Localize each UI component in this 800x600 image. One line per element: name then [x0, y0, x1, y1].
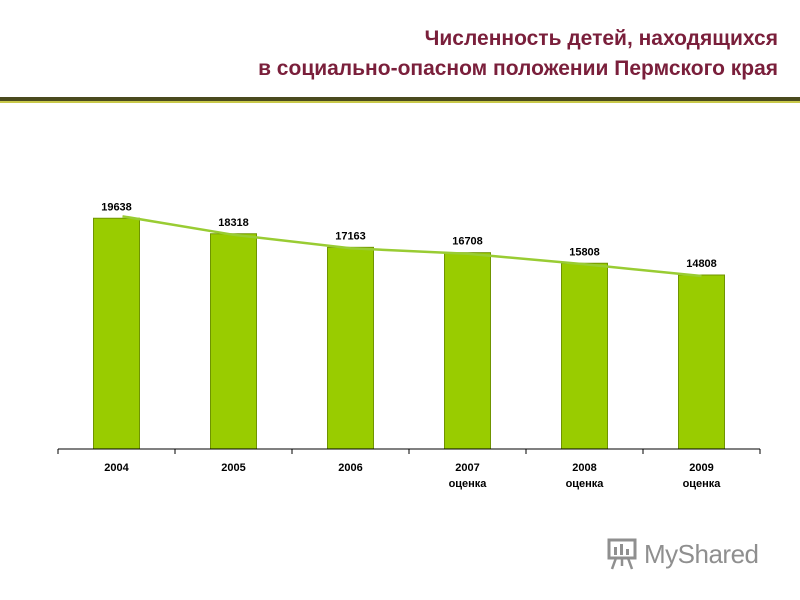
bar-2008: [561, 262, 608, 450]
trend-line: [122, 215, 702, 278]
category-label-2004: 2004: [104, 462, 129, 474]
data-labels: 19638 18318 17163 16708 15808 14808: [101, 201, 717, 270]
category-sublabel-2009: оценка: [683, 478, 722, 490]
watermark: MyShared: [606, 536, 759, 572]
data-label-2007: 16708: [452, 236, 483, 248]
presentation-board-icon: [607, 538, 637, 570]
data-label-2009: 14808: [686, 258, 717, 270]
category-label-2005: 2005: [221, 462, 245, 474]
watermark-text: MyShared: [644, 538, 759, 569]
bar-2006: [327, 246, 374, 450]
category-label-2008: 2008: [572, 462, 596, 474]
category-label-2007: 2007: [455, 462, 479, 474]
category-sublabel-2008: оценка: [566, 478, 605, 490]
category-label-2006: 2006: [338, 462, 362, 474]
chart-title: Численность детей, находящихся в социаль…: [78, 24, 778, 84]
header-rule-light: [0, 101, 800, 103]
bar-2007: [444, 252, 491, 450]
data-label-2005: 18318: [218, 217, 249, 229]
title-line-2: в социально-опасном положении Пермского …: [258, 57, 778, 80]
bar-2009: [678, 274, 725, 450]
bar-series: [93, 217, 725, 450]
title-line-1: Численность детей, находящихся: [424, 27, 778, 50]
data-label-2006: 17163: [335, 230, 366, 242]
data-label-2008: 15808: [569, 246, 600, 258]
header-rule-dark: [0, 97, 800, 101]
bar-2004: [93, 217, 140, 450]
category-labels: 2004 2005 2006 2007 оценка 2008 оценка 2009 оцен…: [104, 462, 721, 490]
category-label-2009: 2009: [689, 462, 713, 474]
category-sublabel-2007: оценка: [449, 478, 488, 490]
data-label-2004: 19638: [101, 201, 132, 213]
x-axis-ticks: [57, 449, 761, 454]
bar-2005: [210, 233, 257, 450]
